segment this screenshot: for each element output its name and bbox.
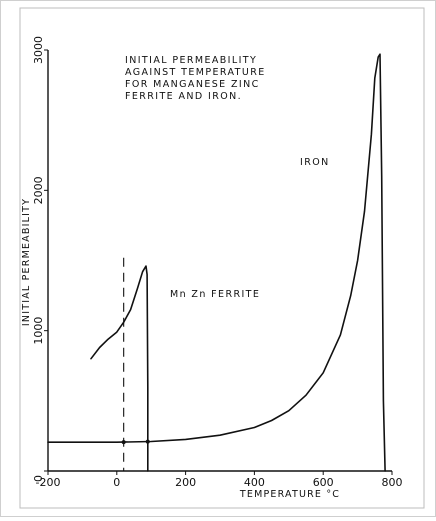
plot-frame [19,7,425,509]
iron-series-line [47,53,386,472]
x-tick-label: 0 [113,476,120,489]
x-tick-label: -200 [36,476,61,489]
x-tick-label: 200 [175,476,196,489]
title-line-4: FERRITE AND IRON. [125,91,242,102]
title-line-3: FOR MANGANESE ZINC [125,79,260,90]
y-tick-label: 1000 [32,317,45,345]
ferrite-series-line [90,265,149,472]
y-tick-label: 2000 [32,176,45,204]
axes [47,50,392,472]
ferrite-label: Mn Zn FERRITE [170,289,260,300]
y-tick-label: 3000 [32,36,45,64]
x-tick-label: 400 [244,476,265,489]
chart-title: INITIAL PERMEABILITY AGAINST TEMPERATURE… [125,55,266,102]
title-line-2: AGAINST TEMPERATURE [125,67,266,78]
series-layer [47,53,386,472]
x-axis-label: TEMPERATURE °C [239,489,340,500]
x-tick-label: 600 [313,476,334,489]
iron-intersection-point [145,439,150,444]
iron-label: IRON [300,157,330,168]
y-axis-label: INITIAL PERMEABILITY [21,198,32,326]
x-tick-label: 800 [382,476,403,489]
y-tick-label: 0 [32,475,45,482]
iron-intersection-point [121,440,126,445]
title-line-1: INITIAL PERMEABILITY [125,55,257,66]
